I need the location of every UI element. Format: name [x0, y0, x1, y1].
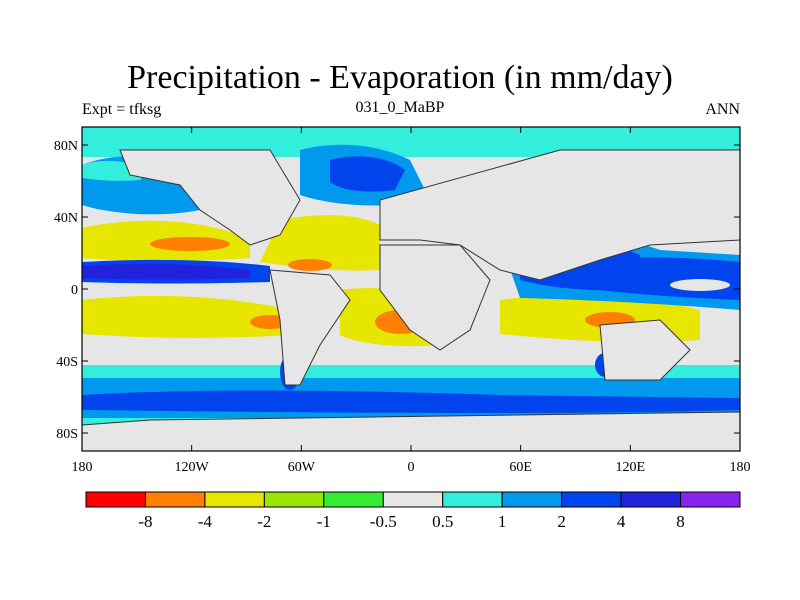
- y-tick-label: 40S: [56, 355, 78, 370]
- period-label: ANN: [705, 101, 740, 118]
- colorbar-label: 0.5: [432, 512, 453, 531]
- map-title: Precipitation - Evaporation (in mm/day): [127, 59, 673, 96]
- x-tick-label: 180: [72, 460, 93, 475]
- colorbar-label: 2: [557, 512, 566, 531]
- y-tick-label: 80N: [54, 139, 78, 154]
- colorbar-swatch: [323, 491, 384, 508]
- subtitle: 031_0_MaBP: [355, 99, 445, 116]
- x-tick-label: 180: [730, 460, 751, 475]
- x-tick-label: 0: [408, 460, 415, 475]
- precip-evap-field: [82, 127, 740, 451]
- colorbar-swatch: [561, 491, 622, 508]
- experiment-label: Expt = tfksg: [82, 101, 162, 118]
- y-tick-label: 80S: [56, 427, 78, 442]
- x-tick-label: 60W: [288, 460, 316, 475]
- x-tick-label: 120E: [616, 460, 646, 475]
- colorbar-label: -4: [198, 512, 213, 531]
- colorbar-label: 4: [617, 512, 626, 531]
- colorbar-swatch: [263, 491, 325, 508]
- colorbar-swatch: [144, 491, 206, 508]
- x-tick-label: 120W: [175, 460, 210, 475]
- longitude-axis: 180 120W 60W 0 60E 120E 180: [72, 127, 751, 475]
- colorbar: -8 -4 -2 -1 -0.5 0.5 1 2 4 8: [85, 491, 741, 531]
- latitude-axis: 80N 40N 0 40S 80S: [54, 139, 740, 442]
- x-tick-label: 60E: [509, 460, 532, 475]
- colorbar-swatch: [85, 491, 146, 508]
- colorbar-swatch: [680, 491, 741, 508]
- colorbar-label: -2: [257, 512, 271, 531]
- y-tick-label: 40N: [54, 211, 78, 226]
- colorbar-label: -8: [138, 512, 152, 531]
- colorbar-label: -1: [317, 512, 331, 531]
- colorbar-label: -0.5: [370, 512, 397, 531]
- colorbar-swatch: [382, 491, 444, 508]
- colorbar-label: 8: [676, 512, 685, 531]
- colorbar-swatch: [501, 491, 563, 508]
- y-tick-label: 0: [71, 283, 78, 298]
- colorbar-swatch: [620, 491, 682, 508]
- colorbar-swatch: [442, 491, 503, 508]
- colorbar-swatch: [204, 491, 265, 508]
- colorbar-label: 1: [498, 512, 507, 531]
